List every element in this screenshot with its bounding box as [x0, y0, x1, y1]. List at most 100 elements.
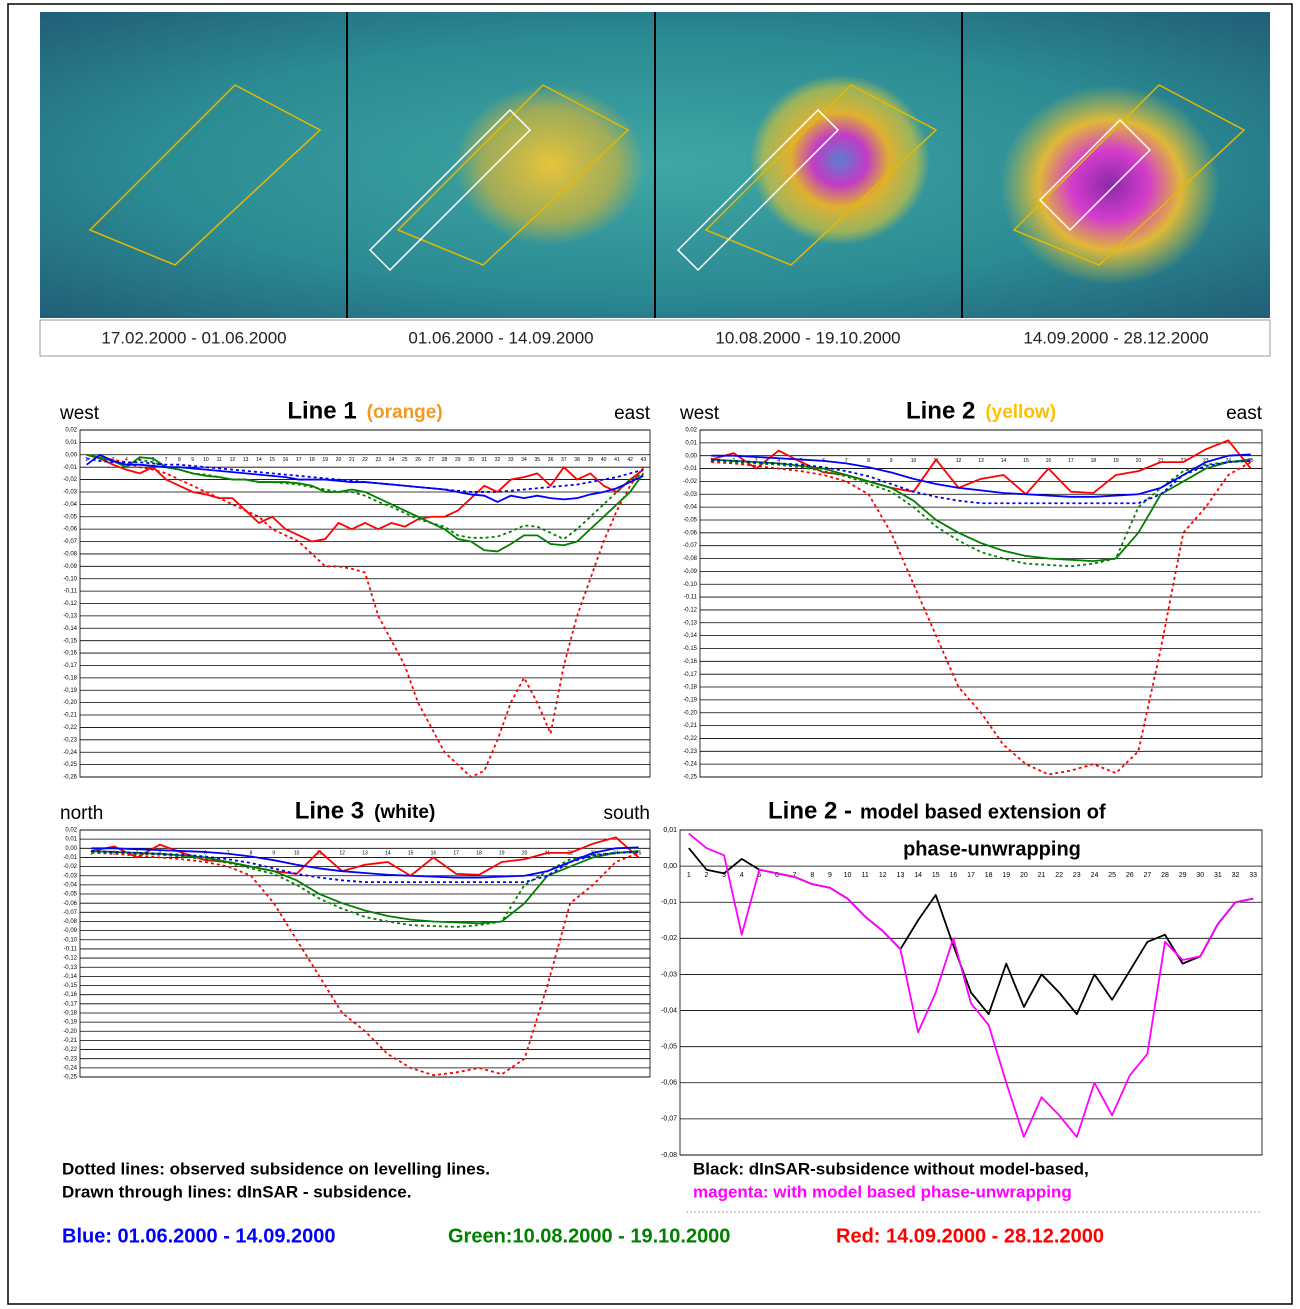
corner-label: west — [59, 403, 100, 424]
x-tick-label: 20 — [336, 457, 342, 463]
series-line — [711, 461, 1252, 776]
series-line — [711, 458, 1251, 505]
x-tick-label: 10 — [203, 457, 209, 463]
x-tick-label: 20 — [1136, 458, 1142, 464]
x-tick-label: 9 — [890, 458, 893, 464]
x-tick-label: 2 — [705, 872, 709, 879]
x-tick-label: 12 — [339, 851, 345, 857]
x-tick-label: 10 — [844, 872, 852, 879]
y-tick-label: -0,23 — [63, 1056, 77, 1062]
x-tick-label: 20 — [1020, 872, 1028, 879]
x-tick-label: 19 — [1002, 872, 1010, 879]
series-line — [91, 836, 640, 877]
x-tick-label: 17 — [453, 851, 459, 857]
x-tick-label: 40 — [601, 457, 607, 463]
y-tick-label: -0,20 — [63, 1029, 77, 1035]
x-tick-label: 29 — [455, 457, 461, 463]
y-tick-label: -0,25 — [63, 762, 77, 768]
x-tick-label: 24 — [1225, 458, 1231, 464]
x-tick-label: 11 — [862, 872, 869, 879]
x-tick-label: 41 — [614, 457, 620, 463]
y-tick-label: -0,02 — [63, 477, 77, 483]
y-tick-label: -0,18 — [63, 1011, 77, 1017]
chart-title: Line 3 — [295, 797, 364, 824]
y-tick-label: -0,24 — [683, 762, 697, 768]
corner-label: east — [614, 403, 651, 424]
y-tick-label: 0,00 — [65, 452, 77, 458]
y-tick-label: 0,00 — [663, 863, 677, 870]
y-tick-label: -0,03 — [683, 492, 697, 498]
x-tick-label: 27 — [428, 457, 434, 463]
x-tick-label: 11 — [317, 851, 322, 857]
chart-title-note: (yellow) — [985, 402, 1056, 423]
x-tick-label: 18 — [985, 872, 993, 879]
series-line — [86, 453, 645, 553]
x-tick-label: 32 — [495, 457, 501, 463]
x-tick-label: 33 — [1249, 872, 1257, 879]
y-tick-label: -0,03 — [63, 490, 77, 496]
x-tick-label: 8 — [867, 458, 870, 464]
y-tick-label: -0,02 — [63, 864, 77, 870]
y-tick-label: -0,04 — [63, 502, 77, 508]
y-tick-label: -0,03 — [661, 971, 677, 978]
x-tick-label: 17 — [1068, 458, 1074, 464]
image-dividers — [346, 12, 963, 318]
x-tick-label: 22 — [362, 457, 368, 463]
x-tick-label: 33 — [508, 457, 514, 463]
x-tick-label: 8 — [810, 872, 814, 879]
x-tick-label: 14 — [256, 457, 262, 463]
x-tick-label: 18 — [1091, 458, 1097, 464]
y-tick-label: -0,16 — [63, 992, 77, 998]
chart-subtitle: model based extension of — [860, 801, 1106, 823]
y-tick-label: -0,07 — [63, 539, 77, 545]
x-tick-label: 21 — [1158, 458, 1164, 464]
y-tick-label: -0,09 — [63, 564, 77, 570]
y-tick-label: -0,09 — [63, 928, 77, 934]
x-tick-label: 9 — [828, 872, 832, 879]
y-tick-label: -0,05 — [63, 892, 77, 898]
y-tick-label: -0,18 — [683, 685, 697, 691]
x-tick-label: 5 — [800, 458, 803, 464]
y-tick-label: -0,12 — [63, 601, 77, 607]
corner-label: west — [679, 403, 720, 424]
borehole-outlines — [368, 108, 1152, 272]
y-tick-label: 0,02 — [65, 428, 77, 434]
x-tick-label: 13 — [362, 851, 368, 857]
x-tick-label: 14 — [385, 851, 391, 857]
y-tick-label: -0,17 — [683, 672, 697, 678]
y-tick-label: -0,01 — [63, 855, 77, 861]
x-tick-label: 3 — [755, 458, 758, 464]
corner-label: south — [604, 803, 650, 824]
y-tick-label: -0,09 — [683, 569, 697, 575]
y-tick-label: -0,03 — [63, 873, 77, 879]
image-caption: 14.09.2000 - 28.12.2000 — [1023, 328, 1208, 347]
x-tick-label: 26 — [1126, 872, 1134, 879]
y-tick-label: 0,01 — [663, 827, 677, 834]
y-tick-label: -0,12 — [63, 956, 77, 962]
y-tick-label: -0,01 — [63, 465, 77, 471]
series-line — [86, 453, 644, 503]
x-tick-label: 28 — [1161, 872, 1169, 879]
y-tick-label: -0,14 — [63, 974, 77, 980]
x-tick-label: 29 — [1179, 872, 1187, 879]
x-tick-label: 4 — [777, 458, 780, 464]
x-tick-label: 12 — [230, 457, 236, 463]
y-tick-label: -0,24 — [63, 1065, 77, 1071]
x-tick-label: 7 — [165, 457, 168, 463]
y-tick-label: -0,08 — [683, 556, 697, 562]
series-line — [711, 453, 1251, 498]
x-tick-label: 8 — [178, 457, 181, 463]
x-tick-label: 24 — [1091, 872, 1099, 879]
x-tick-label: 16 — [949, 872, 957, 879]
series-line — [91, 851, 639, 1077]
x-tick-label: 24 — [389, 457, 395, 463]
image-caption: 01.06.2000 - 14.09.2000 — [408, 328, 593, 347]
x-tick-label: 25 — [402, 457, 408, 463]
y-tick-label: -0,25 — [63, 1075, 77, 1081]
x-tick-label: 12 — [956, 458, 962, 464]
x-tick-label: 11 — [217, 457, 222, 463]
x-tick-label: 13 — [897, 872, 905, 879]
x-tick-label: 21 — [349, 457, 355, 463]
y-tick-label: -0,07 — [661, 1116, 677, 1123]
